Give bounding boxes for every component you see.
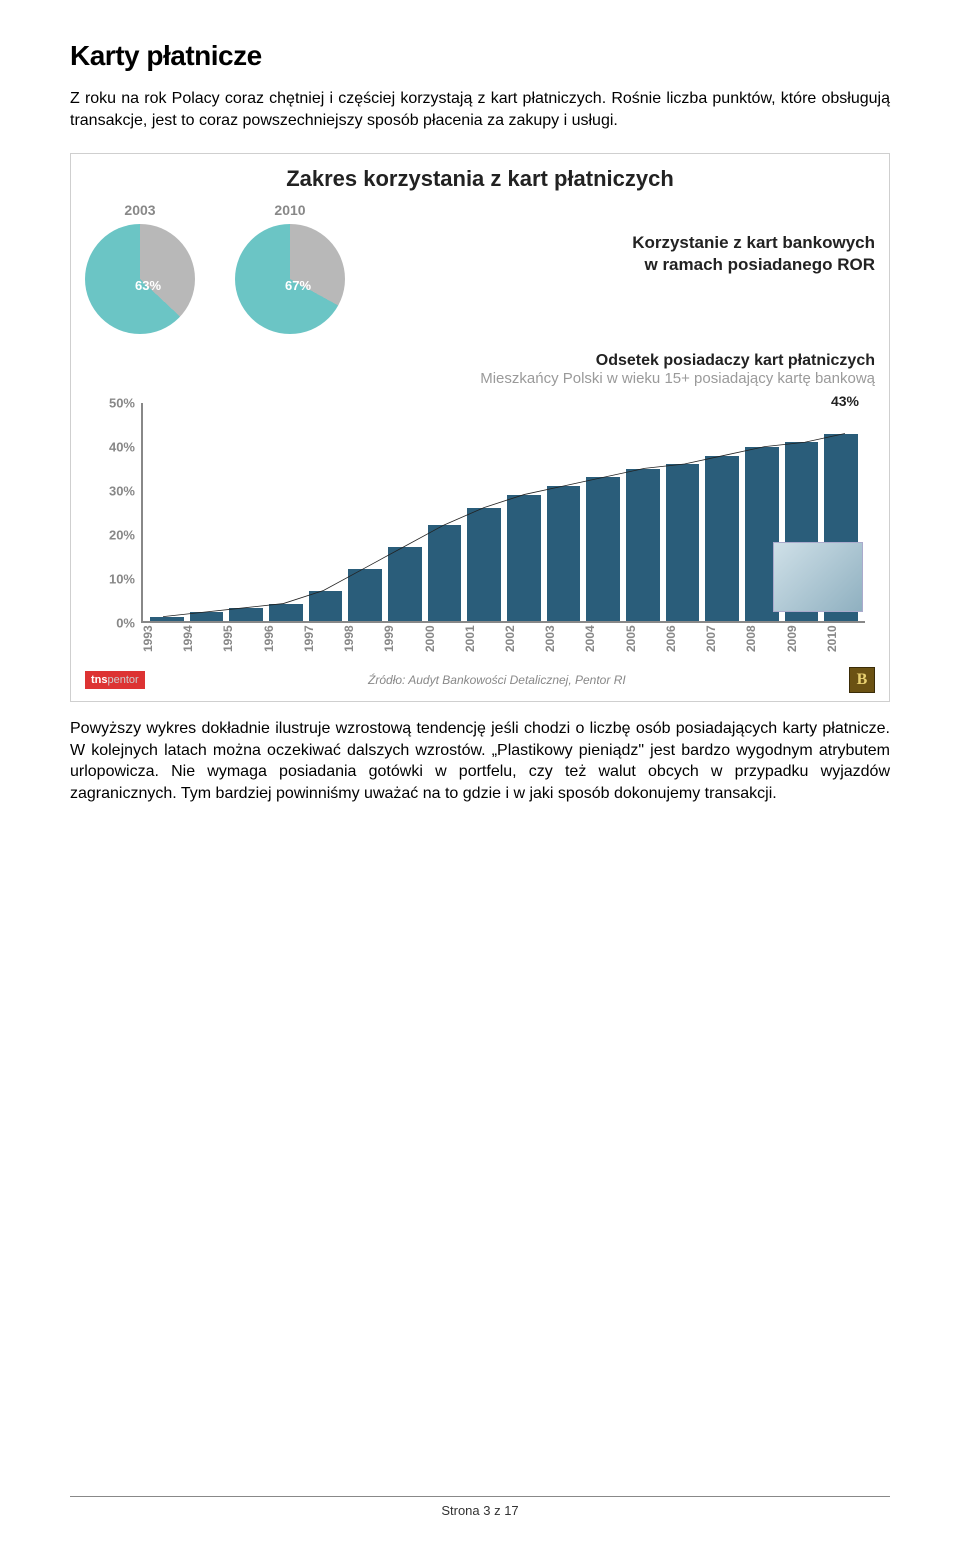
x-tick-label: 1994 <box>181 623 221 657</box>
bar <box>467 508 501 621</box>
page-title: Karty płatnicze <box>70 40 890 72</box>
y-tick-label: 0% <box>85 616 141 631</box>
pie-pct-label: 63% <box>135 278 161 293</box>
card-photo-icon <box>773 542 863 612</box>
x-tick-label: 1993 <box>141 623 181 657</box>
x-tick-label: 1996 <box>262 623 302 657</box>
bar <box>705 456 739 622</box>
bar <box>507 495 541 621</box>
pie-year-label: 2003 <box>124 202 155 218</box>
x-tick-label: 2008 <box>744 623 784 657</box>
x-tick-label: 2005 <box>624 623 664 657</box>
pie-chart-icon: 63% <box>85 224 195 334</box>
y-tick-label: 50% <box>85 396 141 411</box>
bar <box>269 604 303 621</box>
max-value-label: 43% <box>831 393 859 409</box>
pie-2010: 2010 67% <box>235 202 345 334</box>
x-tick-label: 2009 <box>785 623 825 657</box>
bar-subtitle: Odsetek posiadaczy kart płatniczych <box>85 352 875 370</box>
y-tick-label: 30% <box>85 484 141 499</box>
bar <box>190 612 224 621</box>
y-tick-label: 20% <box>85 528 141 543</box>
bar <box>428 525 462 621</box>
bar <box>388 547 422 621</box>
pie-2003: 2003 63% <box>85 202 195 334</box>
bar <box>229 608 263 621</box>
bar <box>586 477 620 621</box>
x-tick-label: 2007 <box>704 623 744 657</box>
pie-pct-label: 67% <box>285 278 311 293</box>
x-tick-label: 1997 <box>302 623 342 657</box>
pie-chart-icon: 67% <box>235 224 345 334</box>
x-tick-label: 2002 <box>503 623 543 657</box>
bar-subtitle-note: Mieszkańcy Polski w wieku 15+ posiadając… <box>85 370 875 387</box>
chart-source: Źródło: Audyt Bankowości Detalicznej, Pe… <box>145 673 849 687</box>
bar-chart: 0%10%20%30%40%50% 43% 199319941995199619… <box>85 397 875 657</box>
chart-container: Zakres korzystania z kart płatniczych 20… <box>70 153 890 702</box>
bar <box>348 569 382 621</box>
chart-title: Zakres korzystania z kart płatniczych <box>85 166 875 192</box>
pie-caption-line: Korzystanie z kart bankowych <box>385 232 875 254</box>
x-tick-label: 2006 <box>664 623 704 657</box>
x-tick-label: 2000 <box>423 623 463 657</box>
x-tick-label: 2010 <box>825 623 865 657</box>
y-tick-label: 40% <box>85 440 141 455</box>
intro-paragraph: Z roku na rok Polacy coraz chętniej i cz… <box>70 88 890 131</box>
x-tick-label: 1998 <box>342 623 382 657</box>
bars-group <box>143 403 865 621</box>
x-tick-label: 1995 <box>221 623 261 657</box>
bar <box>547 486 581 621</box>
x-axis-labels: 1993199419951996199719981999200020012002… <box>141 623 865 657</box>
pie-caption: Korzystanie z kart bankowych w ramach po… <box>385 232 875 276</box>
b-logo-icon: B <box>849 667 875 693</box>
x-tick-label: 2003 <box>543 623 583 657</box>
plot-area <box>141 403 865 623</box>
pie-row: 2003 63% 2010 67% Korzystanie z kart ban… <box>85 202 875 334</box>
bar-subtitle-block: Odsetek posiadaczy kart płatniczych Mies… <box>85 352 875 387</box>
tns-text: tns <box>91 674 108 686</box>
analysis-paragraph: Powyższy wykres dokładnie ilustruje wzro… <box>70 718 890 804</box>
x-tick-label: 2001 <box>463 623 503 657</box>
page-footer: Strona 3 z 17 <box>70 1496 890 1518</box>
bar <box>666 464 700 621</box>
pie-caption-line: w ramach posiadanego ROR <box>385 254 875 276</box>
tns-logo-icon: tnspentor <box>85 671 145 689</box>
tns-sub: pentor <box>108 674 139 686</box>
bar <box>626 469 660 622</box>
x-tick-label: 1999 <box>382 623 422 657</box>
x-tick-label: 2004 <box>583 623 623 657</box>
y-tick-label: 10% <box>85 572 141 587</box>
source-row: tnspentor Źródło: Audyt Bankowości Detal… <box>85 667 875 693</box>
bar <box>309 591 343 622</box>
bar <box>150 617 184 621</box>
pie-year-label: 2010 <box>274 202 305 218</box>
